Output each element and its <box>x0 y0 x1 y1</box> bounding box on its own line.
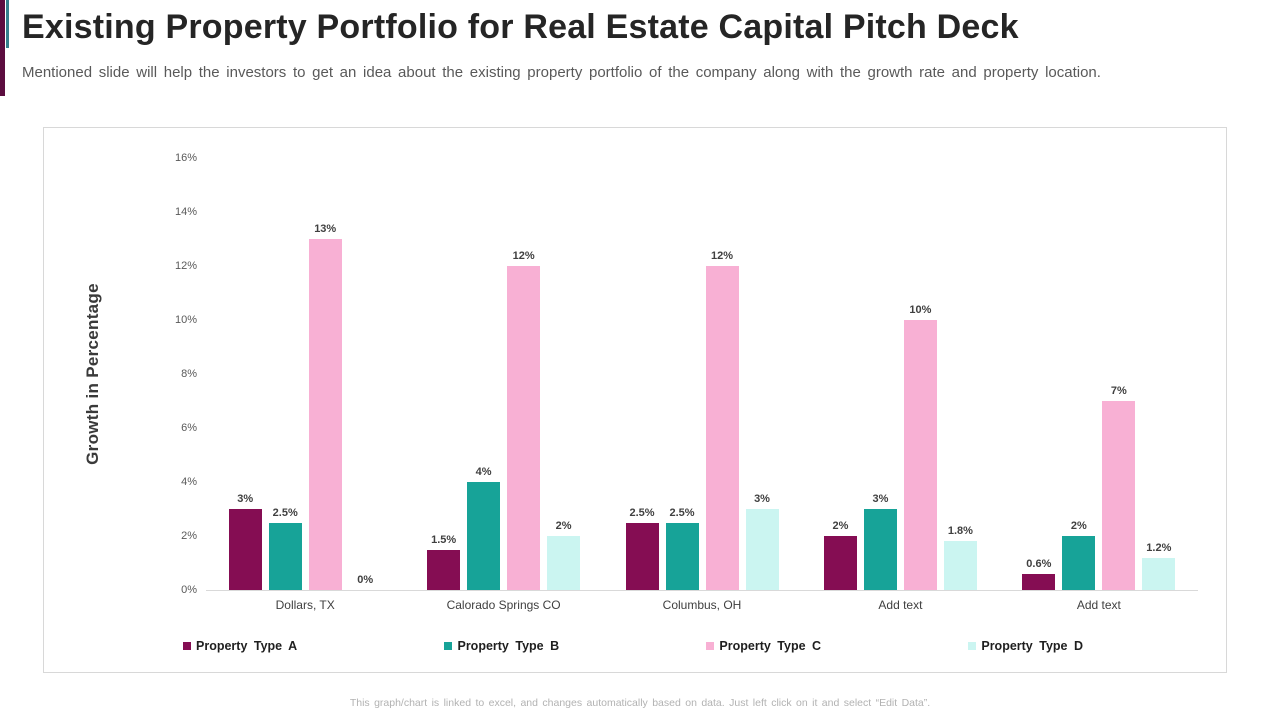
bar-value-label: 13% <box>314 223 337 235</box>
bar-series-d-cat-4: 1.8% <box>943 525 977 590</box>
bar-value-label: 2.5% <box>669 506 695 519</box>
legend-swatch-icon <box>968 642 977 650</box>
y-axis-title: Growth in Percentage <box>83 283 102 465</box>
page-title: Existing Property Portfolio for Real Est… <box>22 8 1019 46</box>
legend-swatch-icon <box>444 642 453 650</box>
bar-value-label: 7% <box>1110 385 1127 397</box>
bar-group: 0.6% 2% 7% 1.2% <box>1000 158 1198 590</box>
bar-value-label: 10% <box>909 304 932 316</box>
bar-series-c-cat-4: 10% <box>903 304 937 590</box>
bar-series-b-cat-1: 2.5% <box>268 507 302 590</box>
bar-value-label: 4% <box>475 466 492 478</box>
legend-label: Property Type B <box>457 639 560 653</box>
footer-note: This graph/chart is linked to excel, and… <box>349 697 931 709</box>
bar-series-a-cat-5: 0.6% <box>1022 558 1056 590</box>
legend-item: Property Type A <box>183 639 297 653</box>
bar-value-label: 3% <box>872 493 889 505</box>
bar-value-label: 12% <box>512 250 535 262</box>
y-tick-label: 16% <box>174 151 197 164</box>
category-label: Add text <box>878 598 923 612</box>
bar-value-label: 2% <box>832 520 849 532</box>
page-subtitle: Mentioned slide will help the investors … <box>22 64 1101 81</box>
bar-value-label: 2.5% <box>272 506 298 519</box>
bar-series-c-cat-1: 13% <box>308 223 342 590</box>
legend-item: Property Type B <box>444 639 559 653</box>
bar-series-c-cat-5: 7% <box>1102 385 1136 590</box>
bar-series-c-cat-3: 12% <box>705 250 739 590</box>
y-tick-label: 6% <box>181 421 197 434</box>
bar-group: 2% 3% 10% 1.8% <box>801 158 999 590</box>
bar-series-a-cat-1: 3% <box>228 493 262 590</box>
legend-item: Property Type D <box>968 639 1083 653</box>
bar-group: 3% 2.5% 13% 0% <box>206 158 404 590</box>
bar-value-label: 1.5% <box>431 533 457 546</box>
plot-area: 0% 2% 4% 6% 8% 10% 12% 14% 16% 3% 2.5% 13% 0% 1.5% 4% 1… <box>175 152 1198 596</box>
bar-value-label: 3% <box>237 493 254 505</box>
legend-swatch-icon <box>706 642 715 650</box>
category-axis: Dollars, TX Calorado Springs CO Columbus, … <box>206 598 1198 612</box>
bar-series-a-cat-2: 1.5% <box>427 534 461 590</box>
bar-value-label: 1.8% <box>947 525 973 538</box>
bar-value-label: 0% <box>357 574 374 586</box>
bar-value-label: 3% <box>754 493 770 505</box>
bar-series-d-cat-2: 2% <box>547 520 581 590</box>
legend-item: Property Type C <box>706 639 821 653</box>
legend-swatch-icon <box>183 642 191 650</box>
y-tick-label: 0% <box>181 583 197 596</box>
accent-bar-teal <box>6 0 9 48</box>
bar-series-b-cat-3: 2.5% <box>665 507 699 590</box>
bar-value-label: 1.2% <box>1146 541 1172 554</box>
y-tick-label: 4% <box>181 475 197 488</box>
bar-series-b-cat-4: 3% <box>863 493 897 590</box>
y-tick-label: 12% <box>174 259 197 272</box>
category-label: Columbus, OH <box>662 598 742 612</box>
category-label: Add text <box>1076 598 1121 612</box>
bar-value-label: 2% <box>555 520 572 532</box>
bar-series-c-cat-2: 12% <box>507 250 541 590</box>
category-label: Calorado Springs CO <box>446 598 561 612</box>
legend-label: Property Type A <box>196 639 298 653</box>
accent-bar-maroon <box>0 0 5 96</box>
bar-value-label: 2% <box>1070 520 1087 532</box>
y-tick-label: 2% <box>181 529 197 542</box>
bar-series-a-cat-3: 2.5% <box>625 507 659 590</box>
chart-legend: Property Type A Property Type B Property T… <box>183 639 1083 653</box>
bar-group: 2.5% 2.5% 12% 3% <box>603 158 801 590</box>
bar-series-d-cat-3: 3% <box>745 493 779 590</box>
y-tick-label: 14% <box>174 205 197 218</box>
bar-series-b-cat-2: 4% <box>467 466 501 590</box>
chart-container[interactable]: Growth in Percentage 0% 2% 4% 6% 8% 10% 12% 14%… <box>43 127 1227 673</box>
bar-group: 1.5% 4% 12% 2% <box>404 158 602 590</box>
bar-value-label: 2.5% <box>629 506 655 519</box>
category-label: Dollars, TX <box>275 598 335 612</box>
bar-series-b-cat-5: 2% <box>1062 520 1096 590</box>
bar-series-a-cat-4: 2% <box>823 520 857 590</box>
y-tick-label: 10% <box>174 313 197 326</box>
legend-label: Property Type C <box>719 639 822 653</box>
bar-value-label: 12% <box>711 250 734 262</box>
legend-label: Property Type D <box>981 639 1083 653</box>
bar-value-label: 0.6% <box>1026 557 1052 570</box>
y-tick-label: 8% <box>181 367 197 380</box>
bar-series-d-cat-5: 1.2% <box>1142 542 1176 590</box>
